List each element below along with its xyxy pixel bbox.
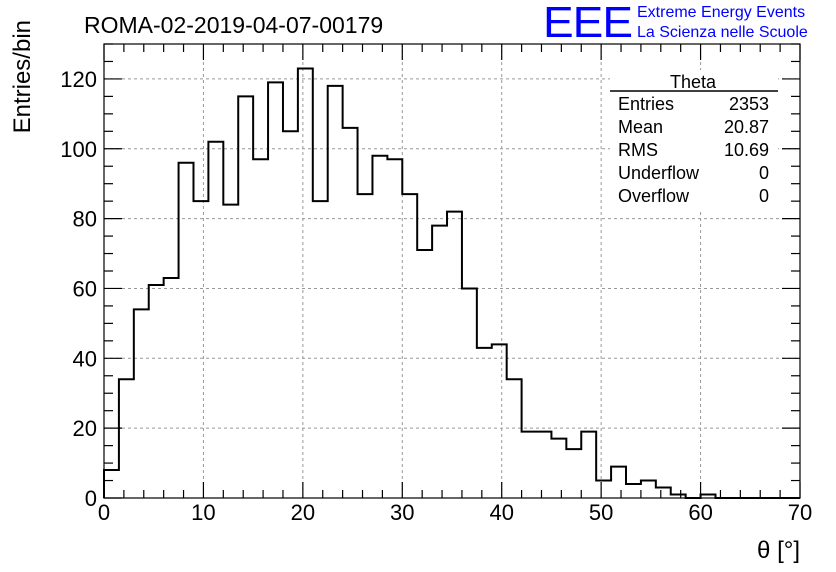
- y-tick-label: 120: [60, 67, 97, 92]
- x-tick-label: 20: [291, 500, 315, 525]
- stats-label: Underflow: [618, 163, 700, 183]
- stats-value: 0: [759, 186, 769, 206]
- stats-label: Mean: [618, 117, 663, 137]
- stats-value: 10.69: [724, 140, 769, 160]
- histogram-line: [103, 67, 800, 499]
- x-axis-label: θ [°]: [757, 537, 800, 564]
- logo-line-1: Extreme Energy Events: [637, 4, 806, 21]
- x-tick-label: 0: [98, 500, 110, 525]
- stats-box: Theta Entries 2353 Mean 20.87 RMS 10.69 …: [610, 70, 778, 212]
- stats-title: Theta: [670, 72, 717, 92]
- tick-labels: 0 10 20 30 40 50 60 70 0 20 40 60 80 100 120: [60, 67, 812, 525]
- y-tick-label: 80: [73, 207, 97, 232]
- logo-line-2: La Scienza nelle Scuole: [637, 24, 808, 41]
- y-tick-label: 40: [73, 346, 97, 371]
- y-tick-label: 20: [73, 416, 97, 441]
- plot-frame: [103, 43, 801, 499]
- stats-label: Overflow: [618, 186, 690, 206]
- y-tick-label: 100: [60, 137, 97, 162]
- y-tick-label: 60: [73, 276, 97, 301]
- stats-label: RMS: [618, 140, 658, 160]
- stats-value: 0: [759, 163, 769, 183]
- x-tick-label: 70: [788, 500, 812, 525]
- stats-label: Entries: [618, 94, 674, 114]
- x-tick-label: 60: [688, 500, 712, 525]
- axis-ticks: [103, 43, 801, 499]
- eee-logo-mark: EEE: [543, 0, 633, 47]
- stats-value: 2353: [729, 94, 769, 114]
- stats-value: 20.87: [724, 117, 769, 137]
- x-tick-label: 40: [489, 500, 513, 525]
- x-tick-label: 10: [191, 500, 215, 525]
- eee-logo: EEE Extreme Energy Events La Scienza nel…: [543, 0, 833, 47]
- x-tick-label: 50: [589, 500, 613, 525]
- grid-lines: [104, 44, 800, 498]
- x-tick-label: 30: [390, 500, 414, 525]
- chart-title: ROMA-02-2019-04-07-00179: [84, 12, 383, 38]
- y-tick-label: 0: [85, 486, 97, 511]
- y-axis-label: Entries/bin: [9, 20, 36, 133]
